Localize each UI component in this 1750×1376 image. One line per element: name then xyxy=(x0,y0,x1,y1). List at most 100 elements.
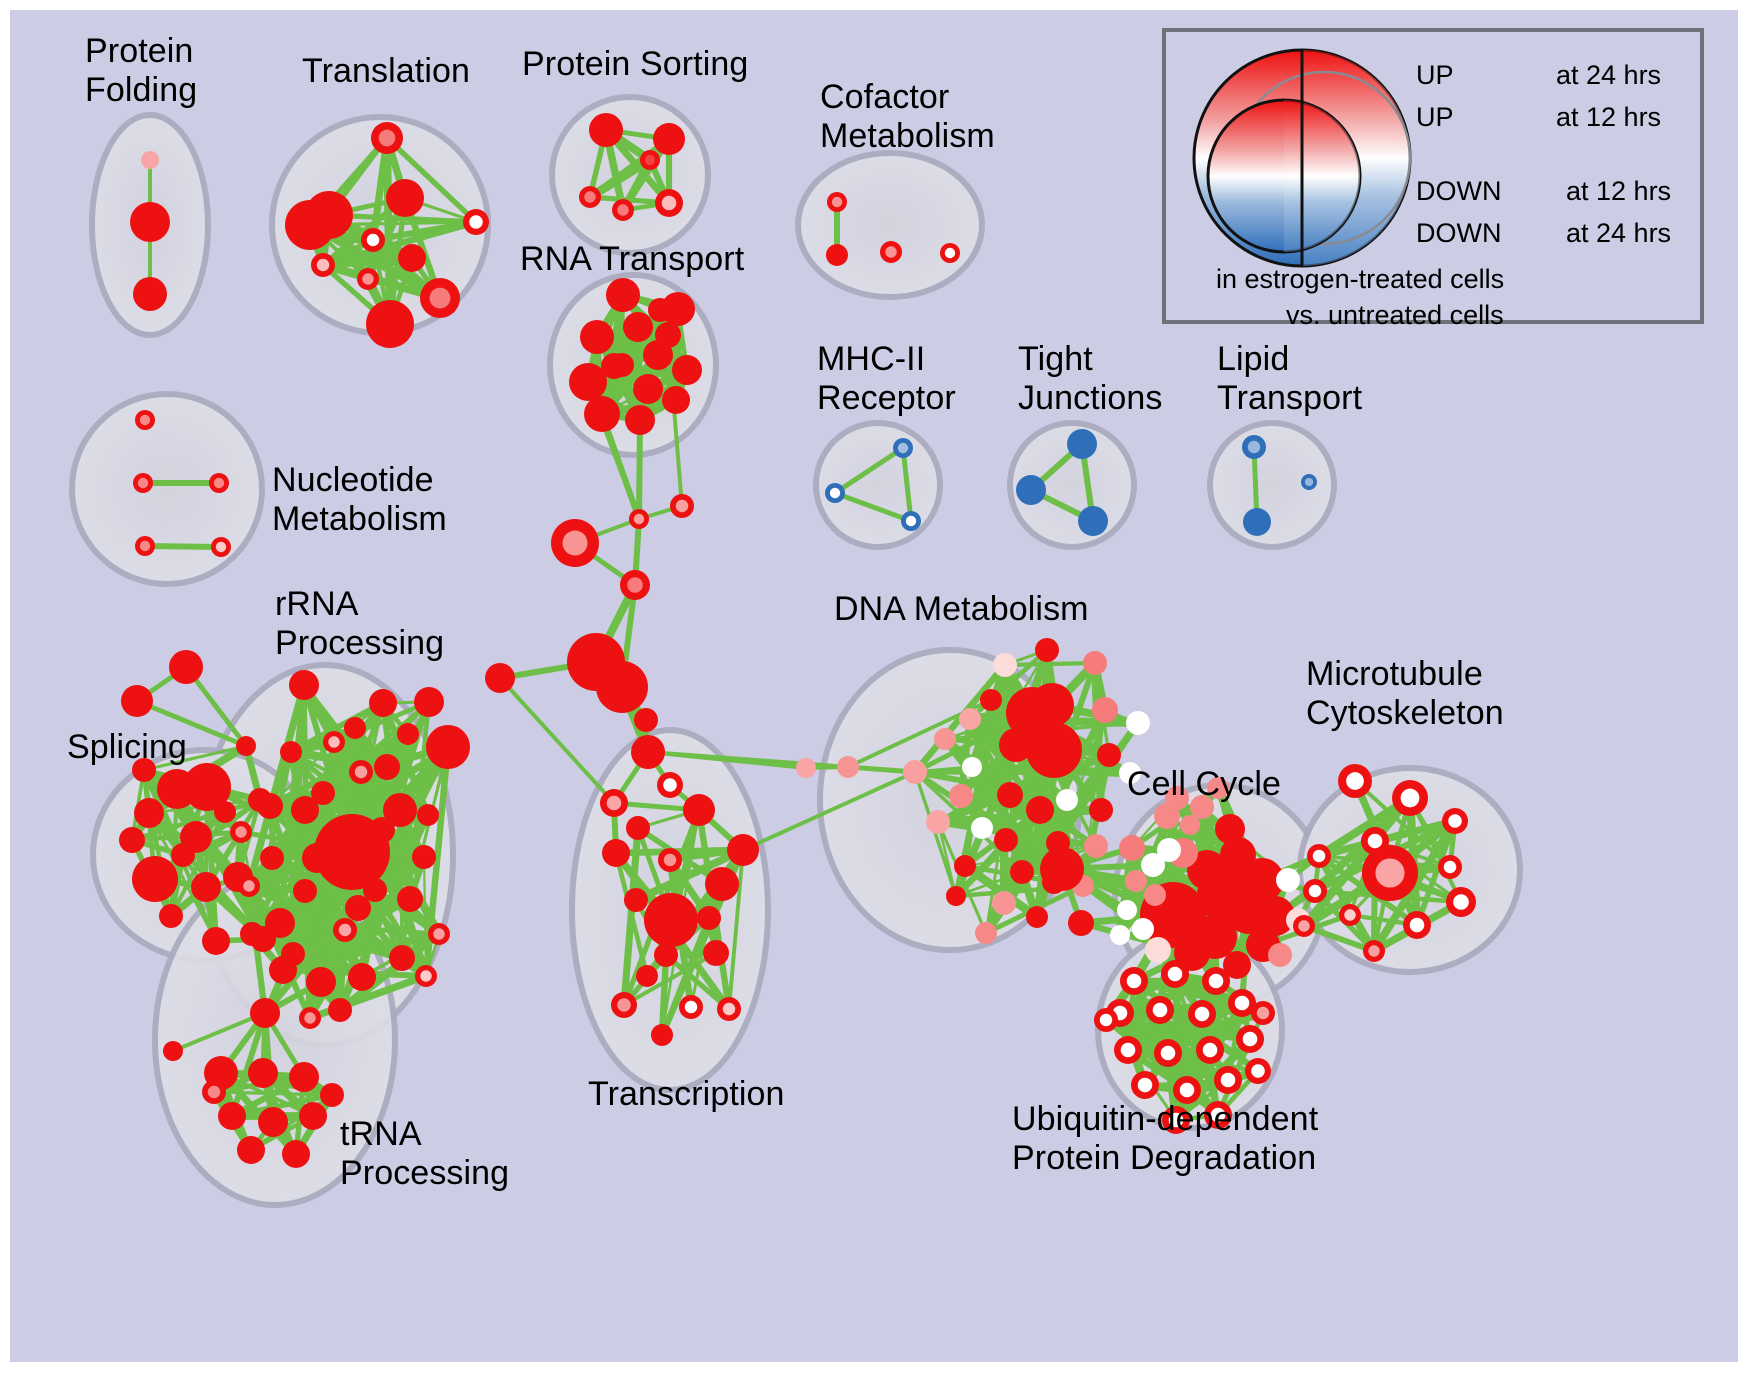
node-outer-ring-24h xyxy=(1026,906,1048,928)
node-inner-disc-12h xyxy=(433,928,445,940)
network-node xyxy=(132,758,156,782)
network-node xyxy=(248,1058,278,1088)
legend-caption-line2: vs. untreated cells xyxy=(1286,300,1504,330)
network-node xyxy=(606,278,640,312)
node-inner-disc-12h xyxy=(1312,849,1326,863)
node-outer-ring-24h xyxy=(993,653,1017,677)
node-outer-ring-24h xyxy=(289,670,319,700)
node-outer-ring-24h xyxy=(169,650,203,684)
legend-label-down-24: DOWN xyxy=(1416,218,1502,248)
node-inner-disc-12h xyxy=(1251,1064,1265,1078)
network-node xyxy=(893,438,913,458)
node-outer-ring-24h xyxy=(946,886,966,906)
node-outer-ring-24h xyxy=(412,845,436,869)
node-outer-ring-24h xyxy=(369,817,395,843)
network-node xyxy=(463,209,489,235)
legend-time-down-12: at 12 hrs xyxy=(1566,176,1672,206)
network-node xyxy=(218,1102,246,1130)
network-node xyxy=(299,1102,327,1130)
edge xyxy=(203,797,263,890)
network-node xyxy=(1144,884,1166,906)
network-node xyxy=(1165,786,1189,810)
node-outer-ring-24h xyxy=(320,1083,344,1107)
network-node xyxy=(1338,764,1372,798)
node-inner-disc-12h xyxy=(338,923,352,937)
network-node xyxy=(323,731,345,753)
node-outer-ring-24h xyxy=(389,945,415,971)
node-inner-disc-12h xyxy=(1210,1107,1226,1123)
node-outer-ring-24h xyxy=(248,1058,278,1088)
network-node xyxy=(1084,834,1108,858)
network-node xyxy=(994,828,1018,852)
network-node xyxy=(903,760,927,784)
edge xyxy=(636,417,643,522)
node-outer-ring-24h xyxy=(1174,935,1210,971)
network-node xyxy=(975,922,997,944)
node-outer-ring-24h xyxy=(258,1107,288,1137)
network-node xyxy=(209,473,229,493)
network-node xyxy=(625,405,655,435)
network-node xyxy=(1154,1039,1182,1067)
cluster-label-dna-metabolism: DNA Metabolism xyxy=(834,590,1089,628)
node-outer-ring-24h xyxy=(1207,777,1229,799)
node-outer-ring-24h xyxy=(661,292,695,326)
network-graph xyxy=(69,94,1523,1208)
network-node xyxy=(1204,1101,1232,1129)
network-node xyxy=(670,494,694,518)
network-node xyxy=(383,793,417,827)
network-node xyxy=(130,202,170,242)
node-outer-ring-24h xyxy=(602,839,630,867)
node-inner-disc-12h xyxy=(378,129,396,147)
cluster-label-cell-cycle: Cell Cycle xyxy=(1127,765,1282,803)
node-outer-ring-24h xyxy=(1084,834,1108,858)
node-outer-ring-24h xyxy=(1056,789,1078,811)
node-inner-disc-12h xyxy=(1120,1042,1136,1058)
network-node xyxy=(626,816,650,840)
network-node xyxy=(426,725,470,769)
network-node xyxy=(796,758,816,778)
node-outer-ring-24h xyxy=(1067,429,1097,459)
network-node xyxy=(654,943,678,967)
network-node xyxy=(1145,937,1171,963)
node-outer-ring-24h xyxy=(634,708,658,732)
node-inner-disc-12h xyxy=(304,1012,316,1024)
node-outer-ring-24h xyxy=(191,872,221,902)
network-node xyxy=(657,772,683,798)
network-node xyxy=(880,241,902,263)
node-outer-ring-24h xyxy=(633,374,663,404)
network-node xyxy=(612,199,634,221)
network-node xyxy=(344,717,366,739)
edge xyxy=(1299,836,1380,931)
edge xyxy=(936,820,988,935)
node-inner-disc-12h xyxy=(137,477,149,489)
node-outer-ring-24h xyxy=(285,200,335,250)
node-outer-ring-24h xyxy=(672,355,702,385)
network-node xyxy=(655,189,683,217)
node-inner-disc-12h xyxy=(316,258,330,272)
node-outer-ring-24h xyxy=(1180,815,1200,835)
network-node xyxy=(1303,879,1327,903)
node-outer-ring-24h xyxy=(163,1041,183,1061)
node-inner-disc-12h xyxy=(663,778,677,792)
node-inner-disc-12h xyxy=(675,499,689,513)
network-node xyxy=(414,687,444,717)
network-node xyxy=(1120,967,1148,995)
network-node xyxy=(306,967,336,997)
edge xyxy=(658,951,670,1039)
network-node xyxy=(1131,1071,1159,1099)
node-inner-disc-12h xyxy=(1220,1072,1236,1088)
network-node xyxy=(1173,1076,1201,1104)
edge xyxy=(142,543,224,550)
edge xyxy=(1301,923,1377,954)
network-node xyxy=(1245,1058,1271,1084)
network-node xyxy=(386,179,424,217)
network-node xyxy=(369,689,397,717)
node-outer-ring-24h xyxy=(683,794,715,826)
network-node xyxy=(584,396,620,432)
network-node xyxy=(183,763,231,811)
network-node xyxy=(1446,887,1476,917)
network-node xyxy=(485,663,515,693)
network-node xyxy=(202,927,230,955)
network-node xyxy=(415,965,437,987)
node-outer-ring-24h xyxy=(1126,711,1150,735)
